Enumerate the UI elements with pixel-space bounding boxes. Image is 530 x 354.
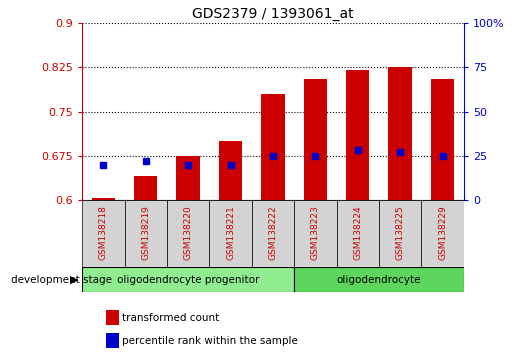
Text: GSM138218: GSM138218: [99, 205, 108, 260]
Title: GDS2379 / 1393061_at: GDS2379 / 1393061_at: [192, 7, 354, 21]
Text: GSM138222: GSM138222: [269, 205, 277, 259]
Bar: [134, 176, 157, 200]
Bar: [252, 200, 294, 267]
Bar: [82, 267, 294, 292]
Bar: [294, 267, 464, 292]
Text: oligodendrocyte: oligodendrocyte: [337, 275, 421, 285]
Bar: [431, 79, 454, 200]
Text: percentile rank within the sample: percentile rank within the sample: [122, 336, 298, 346]
Bar: [294, 200, 337, 267]
Bar: [125, 200, 167, 267]
Text: development stage: development stage: [11, 275, 112, 285]
Bar: [337, 200, 379, 267]
Text: GSM138225: GSM138225: [396, 205, 404, 260]
Bar: [261, 94, 285, 200]
Bar: [388, 67, 412, 200]
Text: GSM138224: GSM138224: [354, 205, 362, 259]
Bar: [379, 200, 421, 267]
Text: GSM138219: GSM138219: [142, 205, 150, 260]
Bar: [82, 200, 125, 267]
Text: oligodendrocyte progenitor: oligodendrocyte progenitor: [117, 275, 259, 285]
Bar: [92, 198, 115, 200]
Text: GSM138229: GSM138229: [438, 205, 447, 260]
Bar: [421, 200, 464, 267]
Bar: [176, 156, 200, 200]
Text: GSM138220: GSM138220: [184, 205, 192, 260]
Text: transformed count: transformed count: [122, 313, 219, 322]
Bar: [346, 70, 369, 200]
Text: GSM138223: GSM138223: [311, 205, 320, 260]
Bar: [167, 200, 209, 267]
Bar: [219, 141, 242, 200]
Bar: [209, 200, 252, 267]
Text: GSM138221: GSM138221: [226, 205, 235, 260]
Text: ▶: ▶: [70, 275, 78, 285]
Bar: [304, 79, 327, 200]
